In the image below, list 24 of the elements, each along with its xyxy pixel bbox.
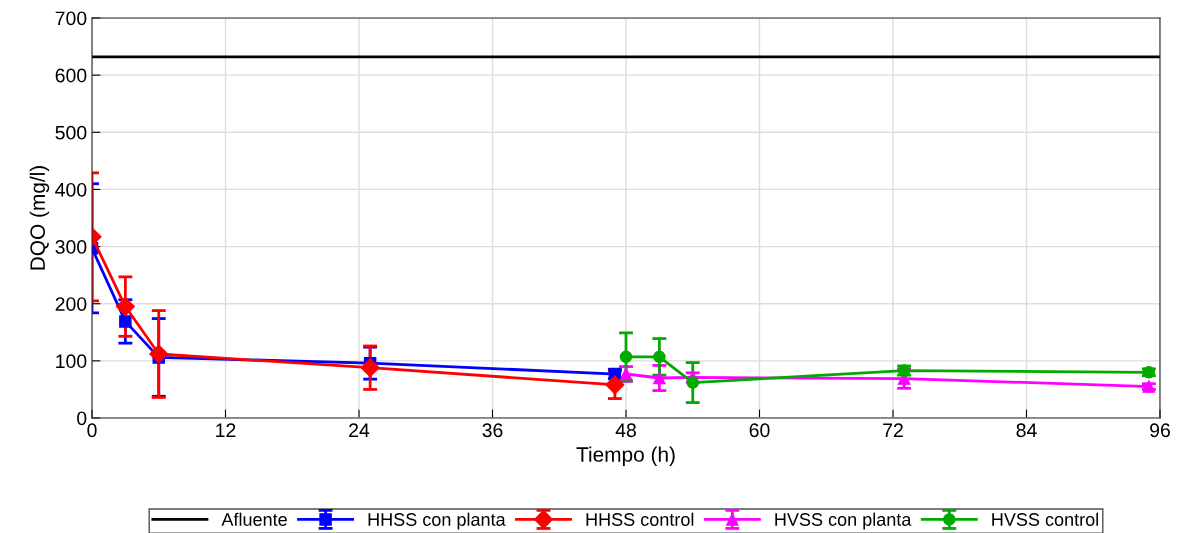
legend-label: HVSS con planta [775, 512, 912, 530]
legend-label: HVSS control [992, 512, 1098, 526]
x-tick-label: 12 [216, 423, 236, 437]
y-tick-label: 600 [55, 68, 87, 83]
x-tick-label: 84 [1016, 423, 1037, 438]
y-tick-label: 300 [55, 240, 87, 254]
x-tick-label: 24 [349, 423, 370, 437]
y-tick-label: 100 [56, 354, 87, 369]
y-tick-label: 700 [55, 11, 87, 26]
x-tick-label: 72 [883, 423, 903, 437]
x-axis-title: Tiempo (h) [576, 446, 675, 466]
legend-label: Afluente [221, 512, 287, 526]
x-tick-label: 48 [615, 423, 636, 438]
x-tick-label: 36 [482, 423, 503, 438]
y-tick-label: 0 [77, 411, 87, 426]
y-tick-label: 400 [55, 182, 87, 197]
y-tick-label: 200 [55, 297, 87, 311]
x-tick-label: 0 [87, 423, 97, 438]
y-tick-label: 500 [55, 125, 87, 140]
legend-label: HHSS control [586, 512, 694, 526]
x-tick-label: 96 [1150, 423, 1170, 438]
legend-label: HHSS con planta [368, 512, 506, 530]
x-tick-label: 60 [749, 423, 770, 438]
y-axis-title: DQO (mg/l) [29, 166, 50, 270]
